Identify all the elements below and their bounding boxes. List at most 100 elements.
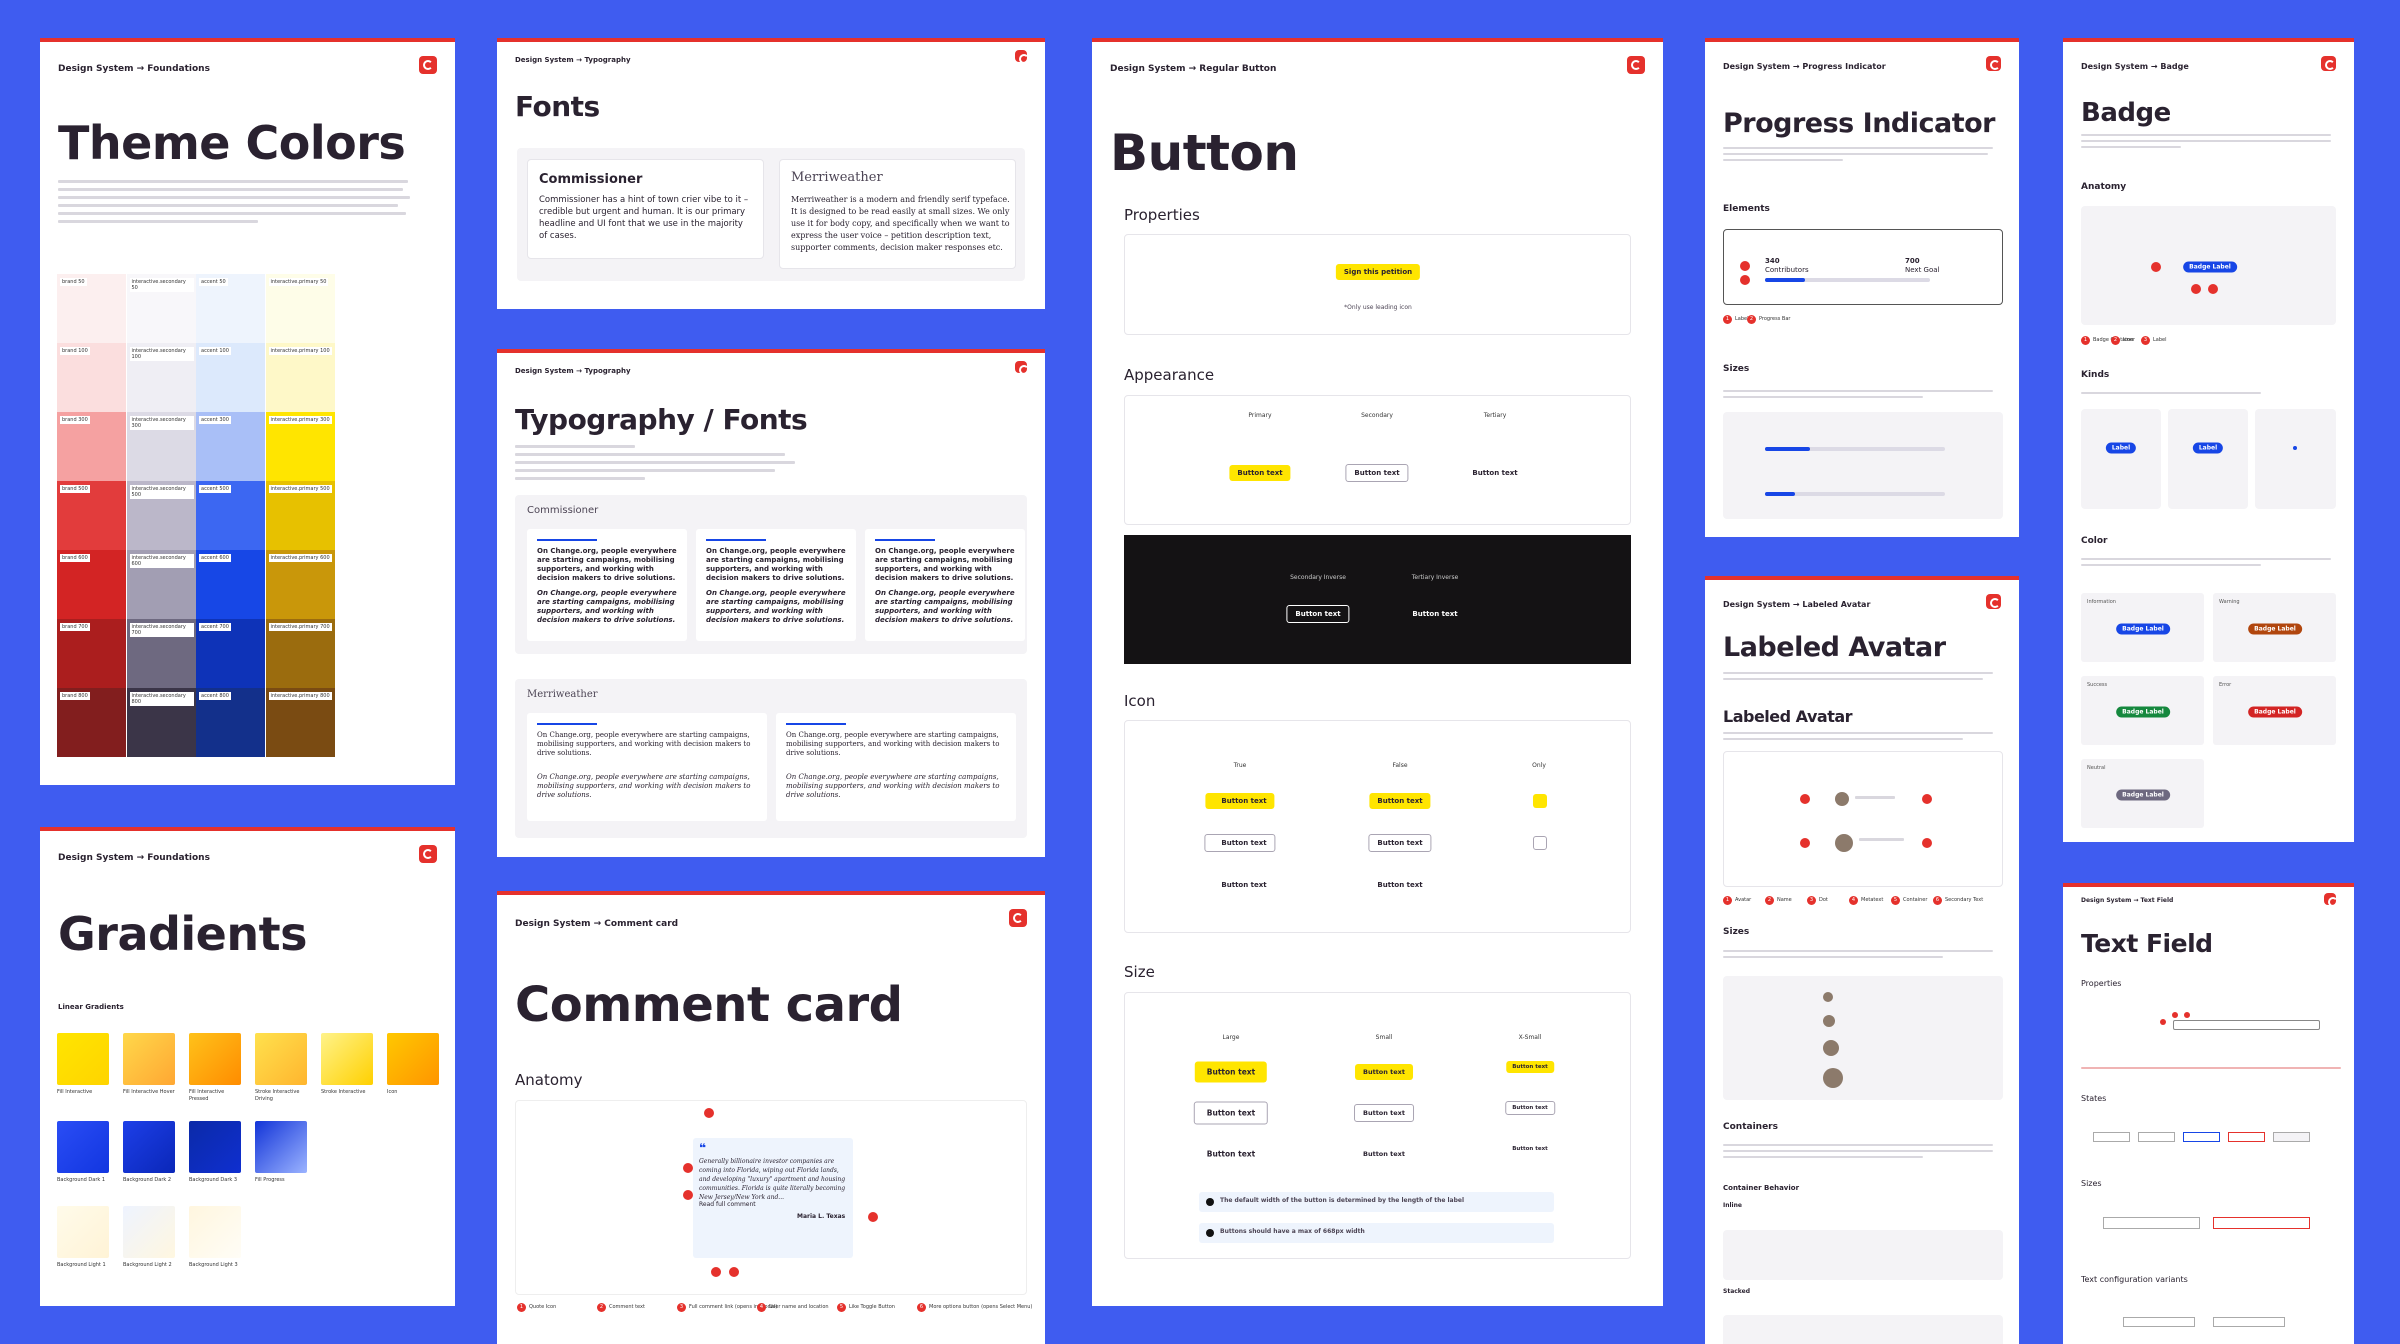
- layout-box: [1740, 261, 1750, 271]
- button-card: Design System → Regular Button Button Pr…: [1092, 38, 1663, 1306]
- color-swatch: interactive.primary 100: [265, 343, 335, 412]
- color-swatch: brand 800: [57, 688, 126, 757]
- legend: 1 Badge Container 2 Icon 3 Label: [2081, 336, 2351, 350]
- layout-box: [2160, 1019, 2166, 1025]
- font-box: [779, 159, 1016, 269]
- color-name: Error: [2219, 682, 2232, 688]
- text-line: [515, 461, 795, 464]
- button: Button text: [1368, 834, 1432, 852]
- color-swatch: brand 600: [57, 550, 126, 619]
- color-swatch: interactive.primary 300: [265, 412, 335, 481]
- card-title: Progress Indicator: [1723, 108, 1996, 139]
- layout-box: [2213, 1217, 2310, 1229]
- legend-marker: 1: [2081, 336, 2090, 345]
- text-line: [1723, 153, 1988, 155]
- swatch-label: Fill Interactive Pressed: [189, 1089, 225, 1102]
- section-title: Text configuration variants: [2081, 1275, 2188, 1284]
- swatch-label: brand 600: [60, 554, 90, 562]
- swatch-label: Fill Interactive: [57, 1089, 93, 1095]
- legend-label: Comment text: [609, 1304, 645, 1310]
- button: Button text: [1355, 1064, 1413, 1080]
- legend-label: Secondary Text: [1945, 897, 1984, 903]
- section-box: [1124, 395, 1631, 525]
- text-line: [58, 188, 403, 191]
- layout-box: [2255, 409, 2336, 509]
- text-line: [2081, 134, 2331, 136]
- logo: [419, 845, 437, 863]
- swatch-label: interactive.primary 700: [268, 623, 332, 631]
- legend-marker: 2: [1747, 315, 1756, 324]
- text-line: [515, 453, 785, 456]
- sample-text: On Change.org, people everywhere are sta…: [537, 731, 751, 757]
- layout-box: [2081, 409, 2161, 509]
- section-title: Appearance: [1124, 366, 1215, 384]
- button: Button text: [1512, 1146, 1548, 1152]
- legend: 1 Label 2 Progress Bar: [1723, 315, 2003, 329]
- legend-marker: 2: [2111, 336, 2120, 345]
- swatch-label: interactive.secondary 100: [129, 347, 194, 361]
- font-description: Merriweather is a modern and friendly se…: [791, 195, 1010, 252]
- section-title: Anatomy: [515, 1071, 583, 1089]
- gradient-swatch: [255, 1121, 307, 1173]
- swatch-label: Fill Interactive Hover: [123, 1089, 175, 1095]
- logo: [419, 56, 437, 74]
- gradients-card: Design System → Foundations Gradients Li…: [40, 827, 455, 1306]
- column-label: Primary: [1248, 412, 1272, 419]
- font-description: Commissioner has a hint of town crier vi…: [539, 195, 749, 241]
- text-line: [58, 196, 410, 199]
- button: Button text: [1506, 1061, 1554, 1073]
- swatch-label: interactive.secondary 700: [129, 623, 194, 637]
- legend-marker: 3: [677, 1303, 686, 1312]
- layout-box: [1922, 794, 1932, 804]
- logo: [1009, 909, 1027, 927]
- sizes-panel: [1723, 412, 2003, 519]
- goal-label: Next Goal: [1905, 266, 1940, 274]
- color-swatch: interactive.primary 700: [265, 619, 335, 688]
- style-label: [706, 539, 766, 541]
- swatch-label: accent 50: [199, 278, 228, 286]
- text-line: [1723, 732, 1993, 734]
- layout-box: [1823, 1040, 1839, 1056]
- marker: [729, 1267, 739, 1277]
- swatch-label: interactive.secondary 300: [129, 416, 194, 430]
- diagram: [1723, 229, 2003, 305]
- layout-box: [2151, 262, 2161, 272]
- column-label: Small: [1375, 1034, 1393, 1041]
- text-line: [58, 204, 398, 207]
- swatch-label: accent 100: [199, 347, 231, 355]
- layout-box: [2172, 1012, 2178, 1018]
- button: Button text: [1363, 1150, 1405, 1158]
- layout-box: [1823, 1015, 1835, 1027]
- swatch-label: interactive.secondary 800: [129, 692, 194, 706]
- sample-text: On Change.org, people everywhere are sta…: [706, 547, 846, 582]
- layout-box: [1765, 447, 1945, 451]
- text-line: [1859, 838, 1904, 841]
- marker: [704, 1108, 714, 1118]
- button: Button text: [1412, 610, 1458, 618]
- section-title: States: [2081, 1094, 2107, 1103]
- layout-box: [1800, 838, 1810, 848]
- text-line: [1723, 738, 1963, 740]
- badge-card: Design System → Badge Badge Anatomy Badg…: [2063, 38, 2354, 842]
- color-swatch: accent 100: [196, 343, 265, 412]
- breadcrumb: Design System → Badge: [2081, 62, 2189, 71]
- diagram: [1723, 751, 2003, 887]
- layout-box: [2293, 446, 2297, 450]
- color-swatch: accent 800: [196, 688, 265, 757]
- button: Button text: [1354, 1104, 1414, 1122]
- text-line: [2081, 392, 2261, 394]
- theme-colors-card: Design System → Foundations Theme Colors…: [40, 38, 455, 785]
- layout-box: [2168, 409, 2248, 509]
- section-title: Sizes: [2081, 1179, 2102, 1188]
- gradient-swatch: [255, 1033, 307, 1085]
- logo: [1986, 56, 2001, 71]
- text-line: [58, 220, 258, 223]
- color-swatch: interactive.primary 50: [265, 274, 335, 343]
- layout-box: [1199, 1223, 1554, 1243]
- progress-card: Design System → Progress Indicator Progr…: [1705, 38, 2019, 537]
- layout-box: [1199, 1192, 1554, 1212]
- swatch-label: interactive.primary 800: [268, 692, 332, 700]
- style-label: [537, 539, 597, 541]
- text-line: [1723, 396, 1923, 398]
